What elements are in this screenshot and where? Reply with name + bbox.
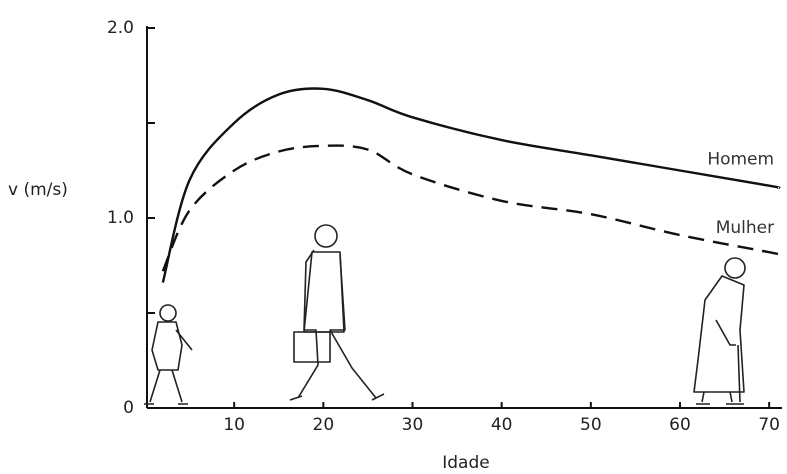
x-tick-label: 20 [313,415,335,435]
chart: v (m/s) Idade 0 1.0 2.0 10 20 30 40 50 60 70 Homem… [0,0,787,474]
x-tick-label: 60 [669,415,691,435]
x-tick-label: 70 [758,415,780,435]
series-line [163,88,779,282]
x-tick-label: 40 [491,415,513,435]
x-tick-label: 10 [223,415,245,435]
figure-old-woman [694,258,745,404]
x-axis-label: Idade [442,453,489,473]
y-tick-label: 1.0 [107,208,134,228]
figure-man [290,225,384,400]
y-axis-label: v (m/s) [8,180,68,200]
series-label: Homem [707,150,774,170]
y-tick-label: 0 [123,398,134,418]
series-line [163,146,779,272]
x-tick-label: 30 [402,415,424,435]
y-tick-label: 2.0 [107,18,134,38]
page: v (m/s) Idade 0 1.0 2.0 10 20 30 40 50 60 70 Homem… [0,0,787,474]
series-label: Mulher [716,218,774,238]
x-tick-label: 50 [580,415,602,435]
figure-child [144,305,192,404]
